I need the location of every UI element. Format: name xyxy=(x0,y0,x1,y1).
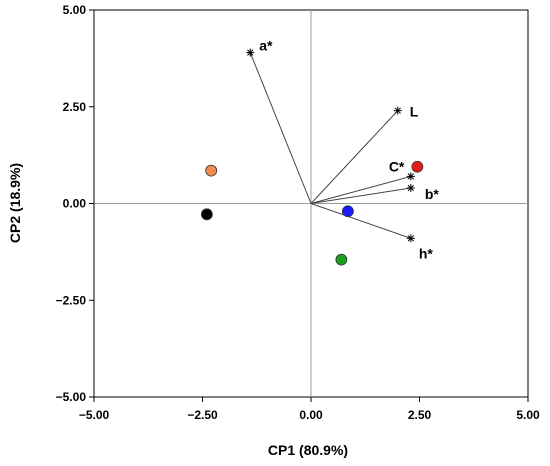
score-point xyxy=(200,208,213,221)
y-axis-ticks: −5.00 −2.50 0.00 2.50 5.00 xyxy=(56,3,94,404)
score-point xyxy=(335,253,348,266)
vector-label: L xyxy=(410,104,419,120)
vector-label: C* xyxy=(389,158,405,174)
vector-end-marker xyxy=(246,48,255,57)
x-tick-label: 2.50 xyxy=(408,408,432,422)
y-axis-title: CP2 (18.9%) xyxy=(7,163,23,243)
loading-vector-h-star xyxy=(310,203,411,239)
vector-end-marker xyxy=(406,184,415,193)
loading-vectors: a* L C* b* h* xyxy=(246,38,440,261)
vector-label: h* xyxy=(419,245,434,261)
score-point xyxy=(411,160,424,173)
y-tick-label: −5.00 xyxy=(56,390,87,404)
loading-vector-L xyxy=(310,110,399,204)
vector-end-marker xyxy=(406,234,415,243)
score-point xyxy=(205,164,218,177)
x-axis-ticks: −5.00 −2.50 0.00 2.50 5.00 xyxy=(79,397,540,422)
x-tick-label: 0.00 xyxy=(299,408,323,422)
y-tick-label: 2.50 xyxy=(63,100,87,114)
y-tick-label: −2.50 xyxy=(56,293,87,307)
score-point xyxy=(341,205,354,218)
x-tick-label: −5.00 xyxy=(79,408,110,422)
x-axis-title: CP1 (80.9%) xyxy=(268,442,348,458)
x-tick-label: 5.00 xyxy=(516,408,540,422)
score-points xyxy=(200,160,424,266)
loading-vector-b-star xyxy=(310,187,411,204)
vector-end-marker xyxy=(406,172,415,181)
loading-vector-C-star xyxy=(310,175,411,204)
loading-vector-a-star xyxy=(249,52,312,204)
y-tick-label: 5.00 xyxy=(63,3,87,17)
y-tick-label: 0.00 xyxy=(63,197,87,211)
x-tick-label: −2.50 xyxy=(187,408,218,422)
vector-label: b* xyxy=(425,186,440,202)
vector-label: a* xyxy=(259,38,273,54)
vector-end-marker xyxy=(393,106,402,115)
